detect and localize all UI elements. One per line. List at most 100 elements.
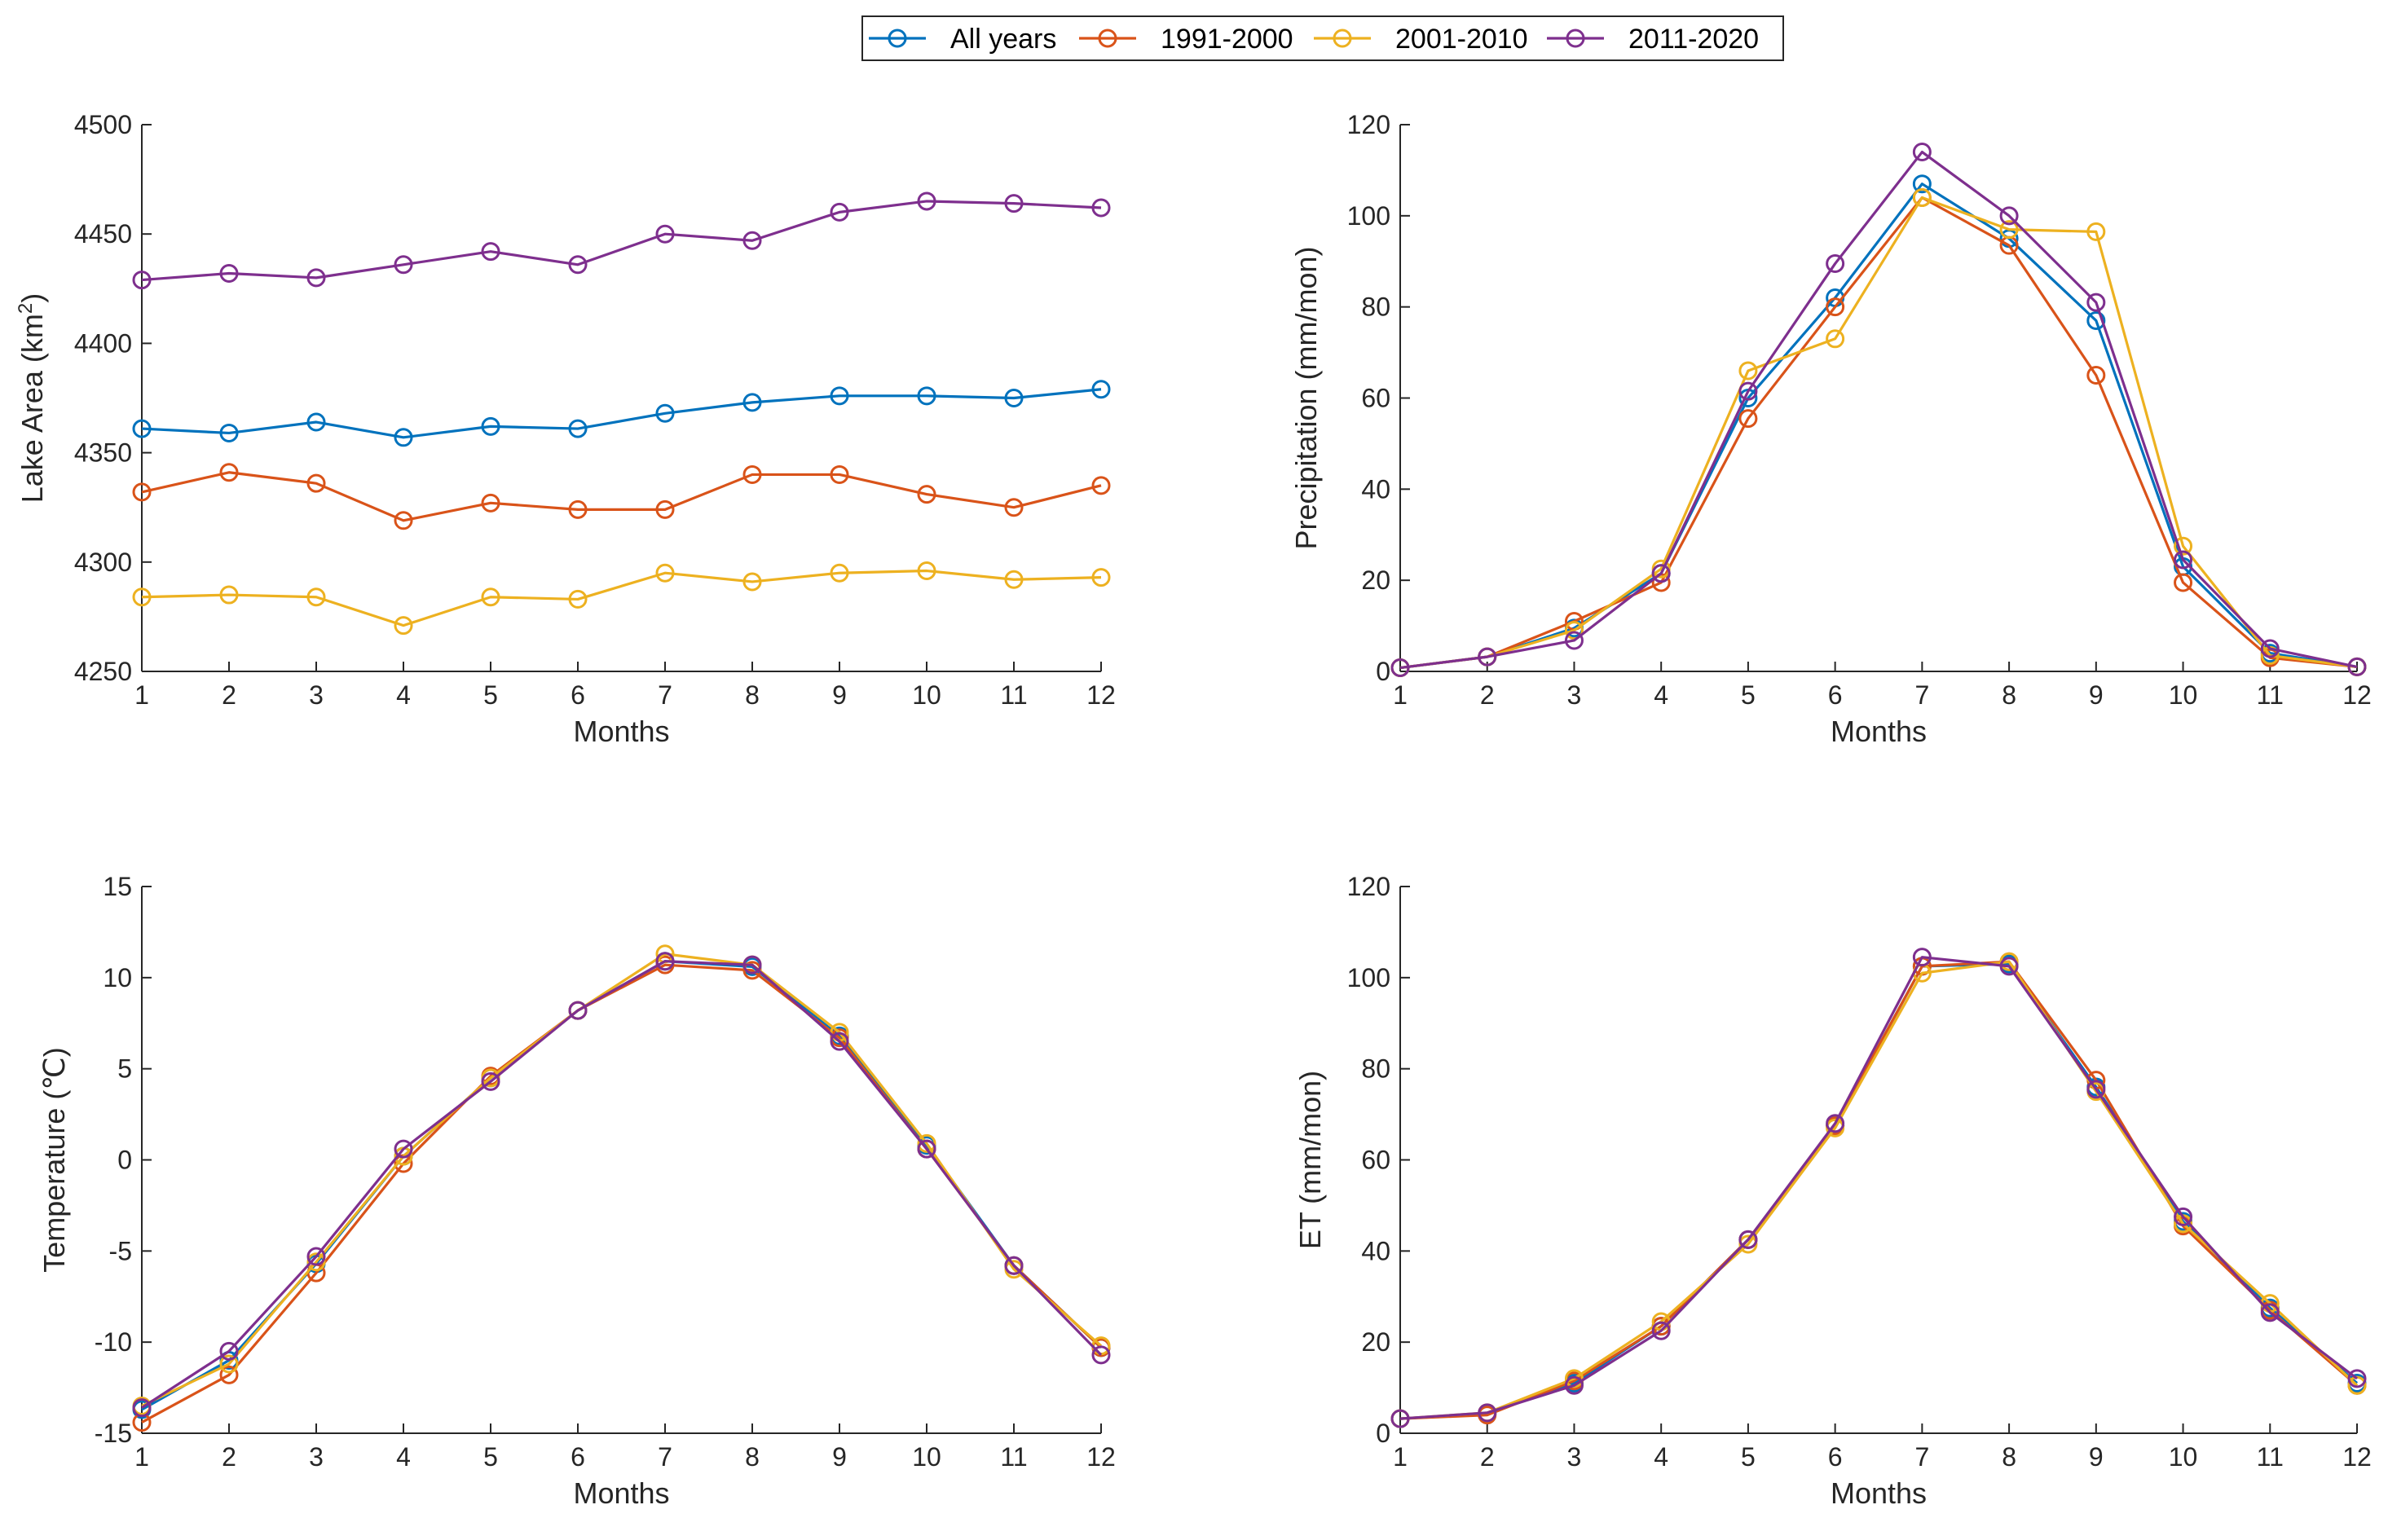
lake-area-series-2001-2010: [132, 561, 1111, 636]
temperature-x-tick-label: 7: [658, 1442, 672, 1472]
lake-area-point-2011-2020: [1091, 198, 1111, 218]
lake-area-point-all-years: [1091, 380, 1111, 399]
lake-area-point-1991-2000: [219, 463, 239, 482]
lake-area-point-all-years: [655, 403, 675, 423]
temperature-point-2001-2010: [306, 1252, 326, 1272]
precipitation-y-axis-label: Precipitation (mm/mon): [1289, 246, 1323, 549]
temperature-point-2011-2020: [219, 1341, 239, 1361]
temperature-point-2001-2010: [219, 1354, 239, 1374]
lake-area-line-all-years: [141, 388, 1102, 439]
lake-area-point-1991-2000: [1004, 498, 1024, 517]
precipitation-point-2011-2020: [1478, 647, 1497, 667]
lake-area-y-tick-label: 4500: [74, 110, 132, 139]
precipitation-point-1991-2000: [2086, 366, 2106, 385]
lake-area-y-tick-label: 4400: [74, 328, 132, 358]
precipitation-x-tick-label: 1: [1393, 680, 1408, 710]
et-point-2011-2020: [1390, 1409, 1410, 1428]
lake-area-y-tick-label: 4250: [74, 657, 132, 686]
et-x-tick-label: 12: [2342, 1442, 2372, 1472]
lake-area-point-2011-2020: [394, 255, 413, 275]
precipitation-point-2011-2020: [1564, 631, 1584, 650]
lake-area-point-2011-2020: [830, 202, 849, 222]
et-x-tick-label: 5: [1741, 1442, 1756, 1472]
et-y-tick-label: 100: [1347, 963, 1390, 992]
temperature-line-2011-2020: [141, 960, 1103, 1410]
precipitation-point-2001-2010: [1826, 329, 1845, 349]
temperature-point-2011-2020: [132, 1398, 152, 1418]
lake-area-point-1991-2000: [306, 473, 326, 493]
precipitation-y-tick-label: 60: [1361, 384, 1390, 413]
lake-area-point-1991-2000: [655, 499, 675, 519]
lake-area-point-all-years: [568, 419, 588, 438]
precipitation-x-tick-label: 4: [1654, 680, 1668, 710]
precipitation-point-1991-2000: [1999, 235, 2019, 255]
lake-area-x-tick-label: 11: [1000, 680, 1027, 710]
temperature-x-tick-label: 8: [745, 1442, 760, 1472]
temperature-y-tick-label: 0: [117, 1146, 132, 1175]
lake-area-point-2011-2020: [132, 271, 152, 290]
legend-marker-2001-2010: [1333, 29, 1352, 48]
precipitation-point-2001-2010: [1999, 220, 2019, 240]
temperature-x-tick-label: 6: [571, 1442, 585, 1472]
et-x-tick-label: 6: [1828, 1442, 1843, 1472]
lake-area-x-tick-label: 4: [396, 680, 411, 710]
et-x-tick-label: 3: [1567, 1442, 1582, 1472]
precipitation-point-2011-2020: [1390, 658, 1410, 678]
et-series-2011-2020: [1390, 948, 2367, 1428]
lake-area-point-2001-2010: [917, 561, 936, 581]
et-y-tick-label: 60: [1361, 1146, 1390, 1175]
et-y-tick-label: 120: [1347, 872, 1390, 901]
precipitation-series-2011-2020: [1390, 143, 2367, 678]
lake-area-series-1991-2000: [132, 463, 1111, 530]
temperature-x-tick-label: 4: [396, 1442, 411, 1472]
temperature-y-tick-label: -10: [95, 1327, 132, 1357]
lake-area-point-2001-2010: [481, 587, 500, 607]
et-x-axis-label: Months: [1831, 1476, 1927, 1510]
precipitation-point-2001-2010: [1738, 361, 1758, 381]
precipitation-point-2001-2010: [2174, 536, 2193, 556]
legend-label-2001-2010: 2001-2010: [1395, 24, 1528, 55]
precipitation-point-2001-2010: [1564, 621, 1584, 640]
precipitation-y-tick-label: 20: [1361, 565, 1390, 595]
lake-area-point-2001-2010: [1091, 568, 1111, 587]
precipitation-point-all-years: [1912, 174, 1932, 194]
precipitation-point-2011-2020: [2260, 639, 2280, 658]
precipitation-point-2001-2010: [2086, 222, 2106, 241]
lake-area-point-2011-2020: [1004, 194, 1024, 213]
temperature-line-2001-2010: [141, 953, 1103, 1407]
lake-area-x-tick-label: 7: [658, 680, 672, 710]
precipitation-point-2011-2020: [1912, 143, 1932, 162]
temperature-x-tick-label: 9: [832, 1442, 847, 1472]
temperature-x-tick-label: 12: [1086, 1442, 1116, 1472]
lake-area-x-tick-label: 12: [1086, 680, 1116, 710]
temperature-x-tick-label: 5: [483, 1442, 498, 1472]
temperature-chart: 1 2 3 4 5 6 7 8 9 10 11 12-15-10-5051015MonthsTempe…: [37, 872, 1116, 1510]
precipitation-chart: 1 2 3 4 5 6 7 8 9 10 11 12020406080100120MonthsPrec…: [1289, 110, 2372, 748]
lake-area-series-2011-2020: [132, 191, 1111, 290]
precipitation-line-2011-2020: [1399, 150, 2358, 670]
et-line-2011-2020: [1399, 956, 2358, 1420]
temperature-point-1991-2000: [219, 1365, 239, 1384]
et-x-tick-label: 2: [1480, 1442, 1495, 1472]
lake-area-point-1991-2000: [568, 499, 588, 519]
lake-area-point-1991-2000: [132, 482, 152, 502]
lake-area-point-all-years: [917, 386, 936, 406]
lake-area-point-2011-2020: [219, 264, 239, 284]
lake-area-point-all-years: [742, 393, 762, 412]
lake-area-point-1991-2000: [394, 511, 413, 530]
lake-area-line-2011-2020: [141, 200, 1102, 282]
et-point-2011-2020: [1999, 957, 2019, 976]
et-series-1991-2000: [1390, 952, 2367, 1428]
et-line-2001-2010: [1399, 960, 2359, 1420]
legend-marker-all-years: [888, 29, 907, 48]
et-x-tick-label: 7: [1914, 1442, 1929, 1472]
precipitation-x-tick-label: 12: [2342, 680, 2372, 710]
precipitation-point-1991-2000: [1826, 297, 1845, 317]
et-x-tick-label: 9: [2089, 1442, 2104, 1472]
lake-area-point-1991-2000: [1091, 476, 1111, 495]
precipitation-point-all-years: [2086, 310, 2106, 330]
temperature-point-2011-2020: [481, 1071, 500, 1091]
precipitation-x-tick-label: 8: [2002, 680, 2016, 710]
precipitation-y-tick-label: 40: [1361, 474, 1390, 504]
et-y-tick-label: 0: [1376, 1419, 1390, 1448]
